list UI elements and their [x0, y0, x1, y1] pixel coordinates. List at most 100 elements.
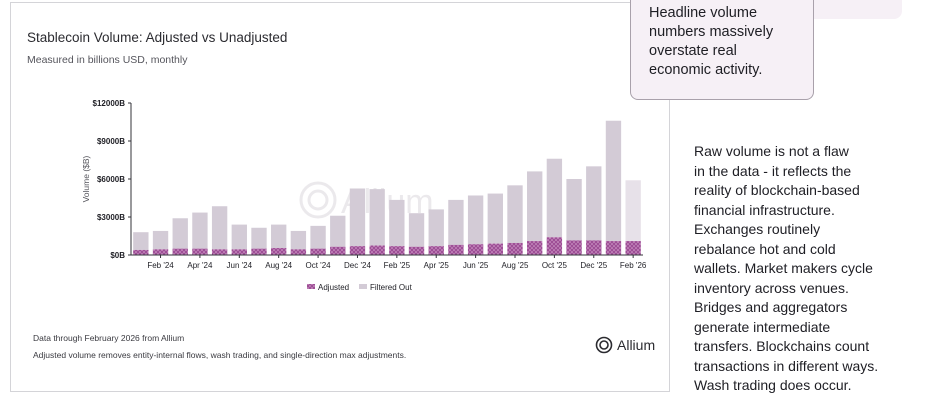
- callout-line: economic activity.: [649, 62, 763, 78]
- bar-filtered-out: [172, 218, 188, 249]
- watermark-logo-icon: [299, 181, 337, 219]
- bar-adjusted: [172, 248, 188, 255]
- bar-adjusted: [310, 248, 326, 255]
- bar-filtered-out: [507, 185, 523, 243]
- bar-filtered-out: [369, 189, 385, 246]
- x-tick-label: Oct '24: [306, 261, 332, 270]
- y-tick-label: $9000B: [97, 137, 125, 146]
- bar-adjusted: [231, 249, 247, 255]
- side-line: transfers. Blockchains count: [694, 338, 870, 354]
- x-tick-label: Feb '24: [147, 261, 174, 270]
- bar-filtered-out: [448, 199, 464, 245]
- watermark-logo-inner-icon: [307, 189, 329, 211]
- bar-adjusted: [566, 240, 582, 255]
- legend-label-filtered-out: Filtered Out: [370, 283, 413, 292]
- bar-adjusted: [330, 246, 346, 255]
- bar-filtered-out: [290, 230, 307, 250]
- bar-adjusted: [408, 246, 425, 255]
- side-line: Exchanges routinely: [694, 221, 821, 237]
- bar-adjusted: [251, 248, 267, 255]
- y-tick-label: $3000B: [97, 213, 125, 222]
- side-line: inventory across venues.: [694, 279, 849, 296]
- x-tick-label: Aug '24: [265, 261, 292, 270]
- y-tick-label: $6000B: [97, 175, 125, 184]
- legend-swatch-filtered-out: [359, 284, 367, 289]
- bar-filtered-out: [527, 171, 543, 242]
- footer-note: Adjusted volume removes entity-internal …: [33, 350, 407, 360]
- bar-adjusted: [467, 244, 484, 255]
- bar-adjusted: [211, 249, 228, 255]
- bar-adjusted: [349, 246, 366, 255]
- x-tick-label: Feb '25: [384, 261, 411, 270]
- side-line: wallets. Market makers cycle: [694, 260, 873, 276]
- y-tick-label: $12000B: [93, 99, 126, 108]
- side-line: generate intermediate: [694, 318, 831, 335]
- bar-filtered-out: [389, 199, 405, 247]
- bar-adjusted: [192, 248, 208, 255]
- bar-filtered-out: [271, 224, 287, 249]
- callout-strip: [812, 0, 902, 19]
- bar-filtered-out: [231, 224, 247, 250]
- bar-adjusted: [428, 246, 444, 255]
- x-tick-label: Dec '24: [344, 261, 371, 270]
- legend-swatch-adjusted: [307, 284, 315, 289]
- side-line: financial infrastructure.: [694, 201, 835, 218]
- brand-name: Allium: [617, 337, 656, 353]
- bar-adjusted: [133, 249, 149, 255]
- callout-text: Headline volume numbers massively overst…: [649, 4, 809, 80]
- allium-logo-icon: [595, 336, 613, 354]
- bar-filtered-out: [487, 193, 503, 244]
- bar-filtered-out: [625, 180, 641, 242]
- bar-filtered-out: [566, 179, 582, 241]
- bar-adjusted: [546, 237, 563, 255]
- callout-line: numbers massively: [649, 24, 774, 40]
- bar-filtered-out: [605, 120, 622, 242]
- bar-adjusted: [290, 249, 307, 255]
- bar-filtered-out: [546, 158, 563, 238]
- x-tick-label: Apr '25: [424, 261, 450, 270]
- callout-box: Headline volume numbers massively overst…: [630, 0, 814, 100]
- legend-label-adjusted: Adjusted: [318, 283, 349, 292]
- x-tick-label: Jun '24: [227, 261, 253, 270]
- bar-adjusted: [586, 240, 602, 255]
- callout-line: Headline volume: [649, 5, 758, 21]
- bar-adjusted: [389, 246, 405, 255]
- side-line: reality of blockchain-based: [694, 182, 860, 198]
- bar-adjusted: [369, 245, 385, 255]
- x-tick-label: Oct '25: [542, 261, 568, 270]
- bar-adjusted: [152, 249, 169, 255]
- bar-adjusted: [507, 242, 523, 255]
- bar-filtered-out: [251, 227, 267, 249]
- bar-adjusted: [625, 241, 641, 255]
- bar-filtered-out: [408, 213, 425, 247]
- x-tick-label: Apr '24: [187, 261, 213, 270]
- bar-adjusted: [271, 248, 287, 255]
- bar-filtered-out: [349, 188, 366, 247]
- bar-filtered-out: [152, 230, 169, 250]
- bar-filtered-out: [310, 225, 326, 249]
- chart-card: Stablecoin Volume: Adjusted vs Unadjuste…: [10, 2, 670, 392]
- bar-filtered-out: [586, 166, 602, 241]
- side-line: Raw volume is not a flaw: [694, 143, 849, 159]
- side-line: transactions in different ways.: [694, 357, 879, 374]
- x-tick-label: Feb '26: [620, 261, 647, 270]
- side-paragraph: Raw volume is not a flaw in the data - i…: [694, 142, 924, 396]
- side-line: Bridges and aggregators: [694, 299, 848, 315]
- bar-filtered-out: [330, 215, 346, 247]
- side-line: rebalance hot and cold: [694, 240, 836, 257]
- side-line: Wash trading does occur.: [694, 377, 852, 393]
- x-tick-label: Dec '25: [580, 261, 607, 270]
- side-line: in the data - it reflects the: [694, 162, 852, 179]
- bar-adjusted: [487, 243, 503, 255]
- bar-adjusted: [605, 241, 622, 255]
- legend: Adjusted Filtered Out: [307, 283, 413, 292]
- chart-subtitle: Measured in billions USD, monthly: [27, 54, 188, 66]
- footer-source: Data through February 2026 from Allium: [33, 333, 185, 343]
- x-tick-label: Aug '25: [502, 261, 529, 270]
- y-axis-label: Volume ($B): [81, 155, 91, 202]
- bar-adjusted: [448, 244, 464, 255]
- stacked-bar-chart: Allium $0B$3000B$6000B$9000B$12000BVolum…: [81, 99, 647, 292]
- bar-filtered-out: [467, 195, 484, 245]
- bar-filtered-out: [211, 206, 228, 250]
- x-tick-label: Jun '25: [463, 261, 489, 270]
